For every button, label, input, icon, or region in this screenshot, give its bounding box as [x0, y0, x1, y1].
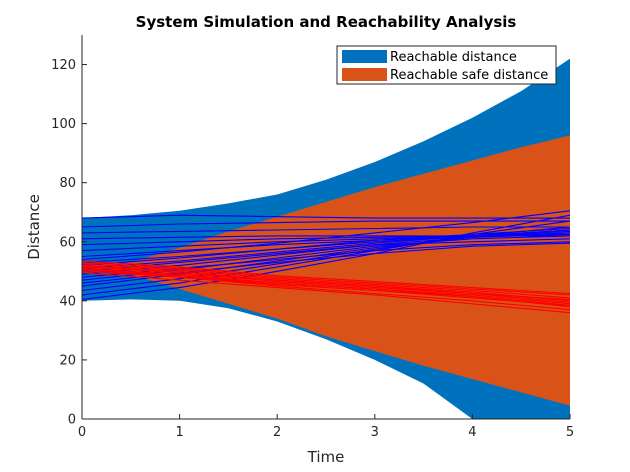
legend-label-reachable-distance: Reachable distance [390, 50, 517, 65]
y-ticks: 0 20 40 60 80 100 120 [51, 58, 87, 428]
legend-swatch-reachable-safe-distance [342, 68, 387, 81]
trajectory-red-8 [81, 272, 571, 314]
trajectory-red-11 [81, 264, 571, 300]
trajectory-blue-16 [81, 210, 571, 261]
y-tick-label-100: 100 [51, 117, 76, 132]
area-reachable-safe-distance [82, 135, 570, 406]
x-tick-label-3: 3 [371, 425, 379, 440]
legend-label-reachable-safe-distance: Reachable safe distance [390, 68, 548, 83]
trajectory-blue-17 [81, 227, 571, 266]
legend-swatch-reachable-distance [342, 50, 387, 63]
trajectory-blue-1 [81, 214, 570, 219]
y-tick-label-80: 80 [59, 176, 76, 191]
trajectory-red-12 [81, 269, 571, 306]
y-tick-label-0: 0 [68, 413, 76, 428]
trajectories-layer [81, 210, 571, 314]
trajectory-red-10 [81, 267, 571, 308]
x-axis-label: Time [307, 448, 345, 466]
x-ticks: 0 1 2 3 4 5 [78, 414, 574, 440]
y-tick-label-120: 120 [51, 58, 76, 73]
trajectory-red-9 [81, 260, 571, 295]
trajectory-red-6 [81, 261, 571, 296]
x-tick-label-2: 2 [273, 425, 281, 440]
x-tick-label-1: 1 [175, 425, 183, 440]
axes: 0 1 2 3 4 5 0 20 40 60 80 100 120 [51, 35, 574, 440]
trajectory-blue-18 [81, 238, 571, 272]
y-axis-label: Distance [25, 194, 43, 260]
trajectory-blue-13 [81, 226, 571, 292]
y-tick-label-60: 60 [59, 235, 76, 250]
chart-title: System Simulation and Reachability Analy… [136, 13, 517, 31]
areas-layer [82, 58, 570, 419]
y-tick-label-20: 20 [59, 353, 76, 368]
plot-area [81, 35, 571, 419]
trajectory-blue-15 [81, 214, 571, 300]
x-tick-label-5: 5 [566, 425, 574, 440]
trajectory-red-5 [81, 263, 571, 299]
trajectory-blue-14 [81, 220, 571, 296]
legend: Reachable distance Reachable safe distan… [336, 45, 557, 85]
x-tick-label-0: 0 [78, 425, 86, 440]
y-tick-label-40: 40 [59, 294, 76, 309]
x-tick-label-4: 4 [468, 425, 476, 440]
trajectory-blue-3 [81, 226, 570, 234]
